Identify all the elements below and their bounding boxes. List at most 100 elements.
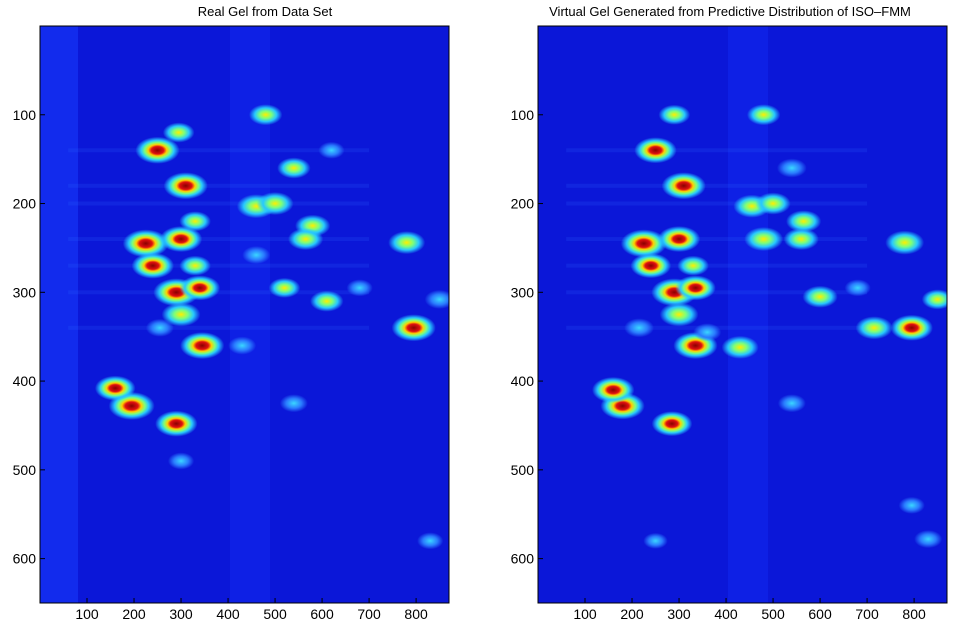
gel-streak bbox=[68, 148, 370, 153]
gel-spot bbox=[643, 532, 668, 549]
gel-streak bbox=[566, 183, 868, 188]
x-tick-label: 200 bbox=[122, 606, 146, 622]
gel-spot bbox=[620, 229, 667, 258]
axes-frame bbox=[537, 25, 948, 604]
gel-spot bbox=[122, 229, 169, 258]
gel-spot bbox=[167, 452, 195, 470]
panel-title-real: Real Gel from Data Set bbox=[198, 4, 333, 19]
gel-spot bbox=[162, 122, 195, 143]
gel-spot bbox=[651, 411, 693, 437]
spot-layer bbox=[566, 104, 947, 549]
gel-spot bbox=[776, 158, 807, 178]
gel-spot bbox=[94, 375, 136, 401]
x-tick-label: 300 bbox=[169, 606, 193, 622]
gel-spot bbox=[417, 532, 444, 550]
gel-spot bbox=[179, 255, 211, 276]
gel-spot bbox=[898, 496, 925, 514]
gel-spot bbox=[277, 157, 311, 179]
gel-spot bbox=[721, 335, 759, 359]
real-gel-heatmap bbox=[40, 26, 449, 603]
x-tick-label: 500 bbox=[761, 606, 785, 622]
x-tick-label: 800 bbox=[404, 606, 428, 622]
gel-spot bbox=[661, 172, 706, 200]
x-tick-label: 800 bbox=[902, 606, 926, 622]
spot-layer bbox=[68, 104, 449, 550]
gel-spot bbox=[268, 277, 301, 298]
gel-left-edge bbox=[40, 26, 78, 603]
gel-spot bbox=[131, 252, 175, 279]
gel-spot bbox=[844, 279, 871, 297]
gel-spot bbox=[659, 302, 699, 327]
y-axis: 100 200 300 400 500 600 bbox=[13, 107, 45, 567]
gel-streak bbox=[68, 201, 370, 206]
y-tick-label: 400 bbox=[511, 373, 535, 389]
virtual-gel-panel: Virtual Gel Generated from Predictive Di… bbox=[511, 4, 948, 622]
y-tick-label: 600 bbox=[13, 551, 37, 567]
x-tick-label: 700 bbox=[357, 606, 381, 622]
gel-spot bbox=[777, 394, 806, 413]
gel-spot bbox=[914, 530, 943, 549]
gel-spot bbox=[890, 314, 933, 341]
gel-spot bbox=[744, 227, 784, 252]
gel-spot bbox=[180, 332, 225, 360]
gel-streak bbox=[68, 237, 370, 242]
x-axis: 100 200 300 400 500 600 700 800 bbox=[573, 598, 926, 622]
gel-spot bbox=[755, 192, 791, 215]
gel-spot bbox=[135, 136, 180, 164]
gel-spot bbox=[155, 410, 198, 437]
y-tick-label: 300 bbox=[13, 284, 37, 300]
x-tick-label: 200 bbox=[620, 606, 644, 622]
gel-spot bbox=[179, 275, 221, 301]
gel-streak bbox=[566, 237, 868, 242]
gel-spot bbox=[391, 314, 436, 342]
gel-spot bbox=[592, 376, 635, 403]
gel-spot bbox=[248, 104, 283, 126]
axes-frame bbox=[39, 25, 450, 604]
y-tick-label: 300 bbox=[511, 284, 535, 300]
gel-spot bbox=[630, 253, 672, 279]
gel-spot bbox=[424, 289, 449, 309]
gel-spot bbox=[310, 290, 344, 312]
gel-spot bbox=[885, 230, 925, 255]
y-tick-label: 100 bbox=[511, 107, 535, 123]
gel-streak bbox=[68, 263, 370, 268]
x-tick-label: 100 bbox=[75, 606, 99, 622]
gel-streak bbox=[566, 201, 868, 206]
panel-title-virtual: Virtual Gel Generated from Predictive Di… bbox=[549, 4, 911, 19]
y-tick-label: 600 bbox=[511, 551, 535, 567]
gel-spot bbox=[279, 394, 308, 413]
gel-spot bbox=[802, 285, 838, 308]
gel-spot bbox=[179, 211, 211, 232]
x-tick-label: 100 bbox=[573, 606, 597, 622]
gel-spot bbox=[634, 137, 677, 164]
gel-spot bbox=[242, 246, 271, 265]
x-tick-label: 400 bbox=[216, 606, 240, 622]
gel-streak bbox=[566, 148, 868, 153]
y-tick-label: 200 bbox=[511, 196, 535, 212]
x-tick-label: 600 bbox=[808, 606, 832, 622]
heatmap-background bbox=[538, 26, 947, 603]
y-tick-label: 500 bbox=[511, 462, 535, 478]
x-tick-label: 300 bbox=[667, 606, 691, 622]
gel-spot bbox=[318, 141, 345, 159]
y-tick-label: 100 bbox=[13, 107, 37, 123]
gel-spot bbox=[256, 192, 294, 216]
gel-spot bbox=[624, 318, 654, 338]
gel-spot bbox=[145, 318, 174, 337]
x-tick-label: 700 bbox=[855, 606, 879, 622]
gel-spot bbox=[746, 104, 781, 126]
heatmap-background bbox=[40, 26, 449, 603]
gel-spot bbox=[657, 226, 701, 253]
gel-spot bbox=[288, 228, 324, 251]
gel-spot bbox=[159, 226, 203, 253]
real-gel-panel: Real Gel from Data Set 100 200 300 400 500 60… bbox=[13, 4, 450, 622]
y-axis: 100 200 300 400 500 600 bbox=[511, 107, 543, 567]
gel-spot bbox=[677, 255, 709, 276]
gel-spot bbox=[786, 210, 822, 233]
x-tick-label: 500 bbox=[263, 606, 287, 622]
gel-spot bbox=[675, 275, 716, 301]
gel-spot bbox=[163, 172, 208, 200]
y-tick-label: 500 bbox=[13, 462, 37, 478]
gel-spot bbox=[855, 316, 893, 340]
